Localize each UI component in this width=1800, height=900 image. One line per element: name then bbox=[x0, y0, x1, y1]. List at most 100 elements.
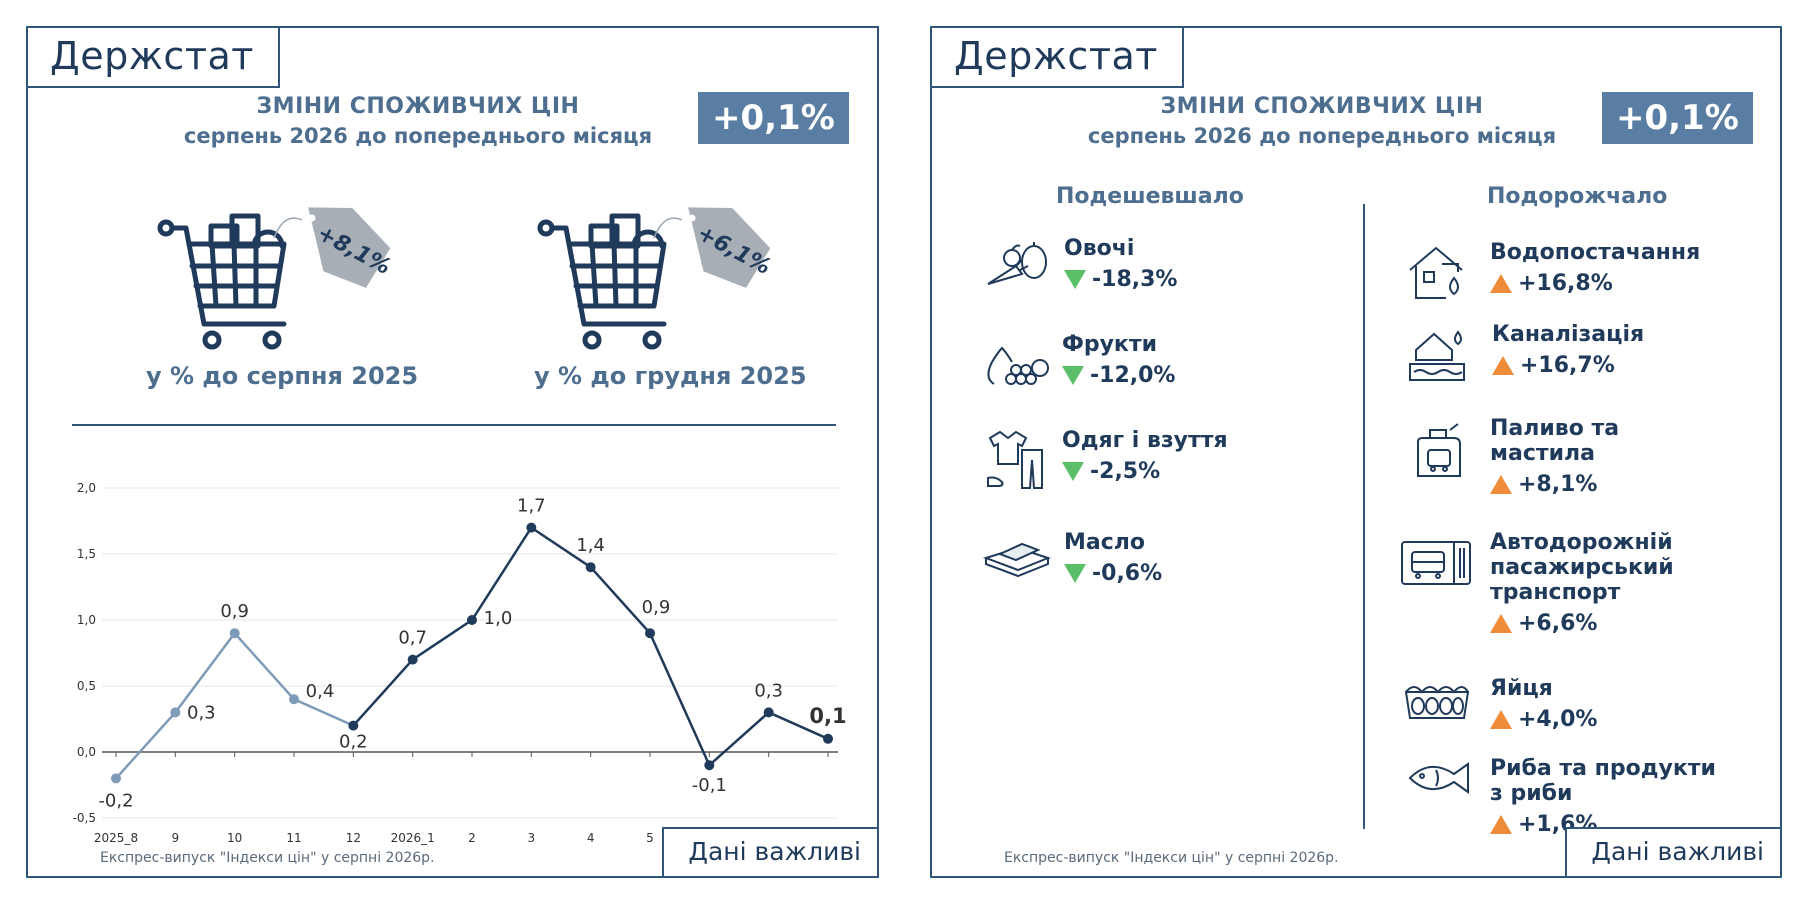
data-point bbox=[229, 628, 240, 639]
data-point bbox=[289, 694, 299, 705]
data-label: 0,9 bbox=[642, 597, 671, 618]
y-tick-label: 1,0 bbox=[77, 613, 96, 627]
data-label: 0,3 bbox=[754, 680, 783, 701]
category-item: Автодорожній пасажирський транспорт +6,6… bbox=[1490, 530, 1740, 636]
up-arrow-icon bbox=[1490, 475, 1512, 494]
up-arrow-icon bbox=[1490, 815, 1512, 834]
data-label: 0,9 bbox=[220, 601, 249, 622]
fuel-icon bbox=[1417, 423, 1461, 477]
sewerage-icon bbox=[1409, 330, 1465, 381]
water-supply-icon bbox=[1409, 246, 1463, 299]
x-tick-label: 3 bbox=[528, 831, 536, 845]
category-item: Фрукти -12,0% bbox=[1062, 332, 1175, 388]
pricier-heading: Подорожчало bbox=[1487, 184, 1668, 209]
data-point bbox=[467, 615, 477, 625]
cheaper-heading: Подешевшало bbox=[1056, 184, 1244, 209]
data-point bbox=[407, 654, 418, 665]
category-value: -18,3% bbox=[1092, 267, 1178, 292]
category-name: Одяг і взуття bbox=[1062, 428, 1228, 453]
down-arrow-icon bbox=[1062, 366, 1084, 385]
data-label: 0,4 bbox=[306, 681, 335, 702]
down-arrow-icon bbox=[1062, 462, 1084, 481]
data-label: -0,1 bbox=[692, 775, 727, 796]
y-tick-label: 2,0 bbox=[77, 481, 96, 495]
up-arrow-icon bbox=[1490, 614, 1512, 633]
data-point bbox=[585, 562, 596, 573]
data-point bbox=[704, 760, 715, 771]
x-tick-label: 4 bbox=[587, 831, 595, 845]
data-point bbox=[645, 628, 655, 639]
category-value: +6,6% bbox=[1518, 611, 1598, 636]
column-divider bbox=[1363, 204, 1365, 829]
logo: Держстат bbox=[930, 26, 1184, 88]
x-tick-label: 2026_1 bbox=[391, 831, 435, 845]
data-label: 0,1 bbox=[809, 704, 846, 728]
up-arrow-icon bbox=[1490, 274, 1512, 293]
category-name: Яйця bbox=[1490, 676, 1553, 701]
y-tick-label: 0,5 bbox=[77, 679, 96, 693]
data-point bbox=[763, 707, 774, 718]
category-value: +4,0% bbox=[1518, 707, 1598, 732]
y-tick-label: 1,5 bbox=[77, 547, 96, 561]
page-title: ЗМІНИ СПОЖИВЧИХ ЦІН bbox=[1160, 94, 1484, 119]
x-tick-label: 11 bbox=[286, 831, 301, 845]
footnote: Експрес-випуск "Індекси цін" у серпні 20… bbox=[100, 850, 435, 866]
category-value: -2,5% bbox=[1090, 459, 1161, 484]
change-badge: +0,1% bbox=[1602, 92, 1753, 144]
category-item: Каналізація +16,7% bbox=[1492, 322, 1644, 378]
up-arrow-icon bbox=[1492, 356, 1514, 375]
category-item: Водопостачання +16,8% bbox=[1490, 240, 1700, 296]
data-point bbox=[170, 707, 181, 718]
category-value: +8,1% bbox=[1518, 472, 1598, 497]
category-name: Фрукти bbox=[1062, 332, 1158, 357]
divider bbox=[72, 424, 836, 426]
category-name: Масло bbox=[1064, 530, 1146, 555]
data-point bbox=[111, 773, 121, 784]
category-name: Автодорожній пасажирський транспорт bbox=[1490, 530, 1674, 605]
important-label: Дані важливі bbox=[662, 827, 879, 878]
logo: Держстат bbox=[26, 26, 280, 88]
category-item: Риба та продукти з риби +1,6% bbox=[1490, 756, 1750, 837]
eggs-icon bbox=[1404, 686, 1470, 719]
category-value: -12,0% bbox=[1090, 363, 1176, 388]
category-item: Овочі -18,3% bbox=[1064, 236, 1177, 292]
data-point bbox=[823, 733, 833, 744]
page-subtitle: серпень 2026 до попереднього місяця bbox=[183, 124, 653, 148]
category-name: Риба та продукти з риби bbox=[1490, 756, 1716, 806]
x-tick-label: 5 bbox=[646, 831, 654, 845]
cart-icon bbox=[537, 213, 683, 350]
y-tick-label: -0,5 bbox=[73, 811, 96, 825]
x-tick-label: 2025_8 bbox=[94, 831, 138, 845]
category-value: +16,8% bbox=[1518, 271, 1613, 296]
data-label: 0,3 bbox=[187, 702, 216, 723]
down-arrow-icon bbox=[1064, 564, 1086, 583]
cart-icon bbox=[157, 213, 303, 350]
left-panel: Держстат ЗМІНИ СПОЖИВЧИХ ЦІН серпень 202… bbox=[26, 26, 879, 878]
data-label: 1,4 bbox=[576, 535, 605, 556]
category-item: Одяг і взуття -2,5% bbox=[1062, 428, 1228, 484]
category-name: Овочі bbox=[1064, 236, 1135, 261]
data-label: 0,7 bbox=[398, 628, 427, 649]
y-tick-label: 0,0 bbox=[77, 745, 96, 759]
x-tick-label: 12 bbox=[346, 831, 361, 845]
category-name: Водопостачання bbox=[1490, 240, 1701, 265]
page-subtitle: серпень 2026 до попереднього місяця bbox=[1087, 124, 1557, 148]
bus-icon bbox=[1401, 541, 1471, 585]
cart-label: у % до грудня 2025 bbox=[534, 362, 807, 390]
fruits-icon bbox=[987, 346, 1049, 385]
data-label: -0,2 bbox=[98, 790, 133, 811]
footnote: Експрес-випуск "Індекси цін" у серпні 20… bbox=[1004, 850, 1339, 866]
page-title: ЗМІНИ СПОЖИВЧИХ ЦІН bbox=[256, 94, 580, 119]
price-tag-icon bbox=[688, 207, 771, 288]
data-point bbox=[526, 522, 537, 533]
x-tick-label: 2 bbox=[468, 831, 476, 845]
x-tick-label: 10 bbox=[227, 831, 242, 845]
up-arrow-icon bbox=[1490, 710, 1512, 729]
price-tag-icon bbox=[308, 207, 391, 288]
data-point bbox=[348, 720, 359, 731]
category-value: -0,6% bbox=[1092, 561, 1163, 586]
category-value: +16,7% bbox=[1520, 353, 1615, 378]
clothes-icon bbox=[987, 430, 1043, 489]
butter-icon bbox=[982, 542, 1051, 578]
cpi-line-chart: -0,5 0,0 0,5 1,0 1,5 2,0 2025_8 9 10 11 12 2026_1 2 3… bbox=[73, 481, 847, 845]
